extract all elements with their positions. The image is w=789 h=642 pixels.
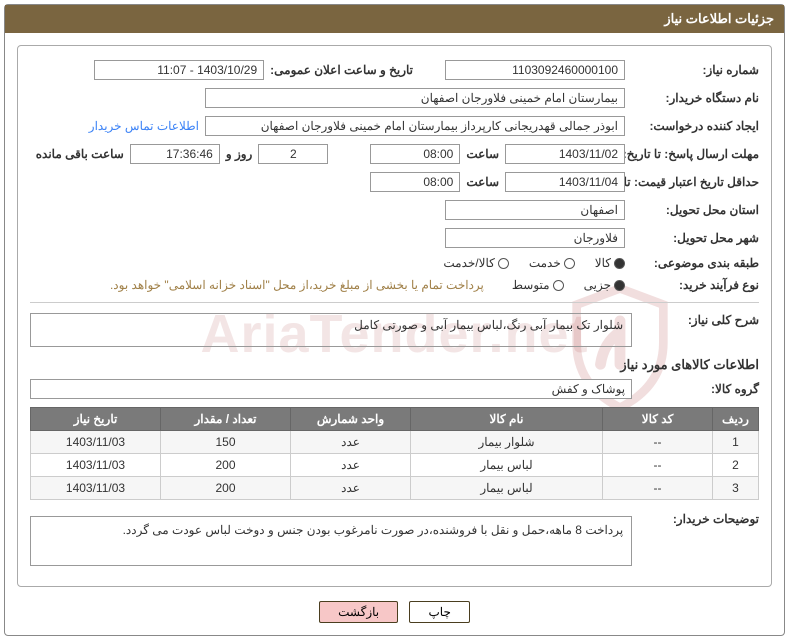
category-radio-group: کالا خدمت کالا/خدمت — [443, 256, 625, 270]
field-need-no: 1103092460000100 — [445, 60, 625, 80]
field-min-valid-date: 1403/11/04 — [505, 172, 625, 192]
table-cell: 1403/11/03 — [31, 431, 161, 454]
radio-dot-icon — [614, 280, 625, 291]
label-category: طبقه بندی موضوعی: — [631, 256, 759, 270]
table-cell: 1403/11/03 — [31, 454, 161, 477]
field-buyer-notes: پرداخت 8 ماهه،حمل و نقل با فروشنده،در صو… — [30, 516, 632, 566]
process-radio-option-label: متوسط — [512, 278, 550, 292]
radio-dot-icon — [614, 258, 625, 269]
items-section-title: اطلاعات کالاهای مورد نیاز — [30, 357, 759, 373]
table-cell: 1 — [713, 431, 759, 454]
label-province: استان محل تحویل: — [631, 203, 759, 217]
radio-dot-icon — [498, 258, 509, 269]
table-cell: شلوار بیمار — [411, 431, 603, 454]
label-city: شهر محل تحویل: — [631, 231, 759, 245]
label-buyer-notes: توضیحات خریدار: — [648, 512, 759, 526]
items-table-header: کد کالا — [603, 408, 713, 431]
label-process-type: نوع فرآیند خرید: — [631, 278, 759, 292]
label-need-no: شماره نیاز: — [631, 63, 759, 77]
radio-dot-icon — [553, 280, 564, 291]
field-announce-datetime: 1403/10/29 - 11:07 — [94, 60, 264, 80]
field-deadline-time: 08:00 — [370, 144, 460, 164]
table-cell: 1403/11/03 — [31, 477, 161, 500]
table-cell: 2 — [713, 454, 759, 477]
details-inner-panel: شماره نیاز: 1103092460000100 تاریخ و ساع… — [17, 45, 772, 587]
label-hour-1: ساعت — [466, 147, 499, 161]
table-cell: 200 — [161, 477, 291, 500]
field-city: فلاورجان — [445, 228, 625, 248]
label-goods-group: گروه کالا: — [648, 382, 759, 396]
items-table-header: ردیف — [713, 408, 759, 431]
table-row: 2--لباس بیمارعدد2001403/11/03 — [31, 454, 759, 477]
table-cell: لباس بیمار — [411, 477, 603, 500]
category-radio-option[interactable]: کالا — [595, 256, 625, 270]
field-remaining-days: 2 — [258, 144, 328, 164]
items-table: ردیفکد کالانام کالاواحد شمارشتعداد / مقد… — [30, 407, 759, 500]
table-cell: -- — [603, 477, 713, 500]
table-row: 1--شلوار بیمارعدد1501403/11/03 — [31, 431, 759, 454]
table-row: 3--لباس بیمارعدد2001403/11/03 — [31, 477, 759, 500]
label-deadline: مهلت ارسال پاسخ: تا تاریخ: — [631, 147, 759, 161]
print-button[interactable]: چاپ — [409, 601, 469, 623]
panel-title: جزئیات اطلاعات نیاز — [5, 5, 784, 33]
label-general-desc: شرح کلی نیاز: — [648, 313, 759, 327]
table-cell: عدد — [291, 454, 411, 477]
need-details-panel: جزئیات اطلاعات نیاز AriaTender.net شماره… — [4, 4, 785, 636]
process-radio-option[interactable]: متوسط — [512, 278, 564, 292]
field-buyer-org: بیمارستان امام خمینی فلاورجان اصفهان — [205, 88, 625, 108]
table-cell: عدد — [291, 431, 411, 454]
process-radio-option-label: جزیی — [584, 278, 611, 292]
field-min-valid-time: 08:00 — [370, 172, 460, 192]
label-announce-datetime: تاریخ و ساعت اعلان عمومی: — [270, 63, 413, 77]
items-table-header: واحد شمارش — [291, 408, 411, 431]
category-radio-option-label: کالا — [595, 256, 611, 270]
table-cell: 200 — [161, 454, 291, 477]
table-cell: 3 — [713, 477, 759, 500]
category-radio-option[interactable]: کالا/خدمت — [443, 256, 508, 270]
payment-note: پرداخت تمام یا بخشی از مبلغ خرید،از محل … — [110, 278, 484, 292]
back-button[interactable]: بازگشت — [319, 601, 398, 623]
label-requester: ایجاد کننده درخواست: — [631, 119, 759, 133]
table-cell: عدد — [291, 477, 411, 500]
label-buyer-org: نام دستگاه خریدار: — [631, 91, 759, 105]
field-goods-group: پوشاک و کفش — [30, 379, 632, 399]
items-table-header: نام کالا — [411, 408, 603, 431]
radio-dot-icon — [564, 258, 575, 269]
buyer-contact-link[interactable]: اطلاعات تماس خریدار — [89, 119, 199, 133]
items-table-header: تاریخ نیاز — [31, 408, 161, 431]
table-cell: -- — [603, 454, 713, 477]
field-province: اصفهان — [445, 200, 625, 220]
label-days-and: روز و — [226, 147, 253, 161]
process-radio-group: جزیی متوسط — [512, 278, 625, 292]
label-hour-2: ساعت — [466, 175, 499, 189]
category-radio-option[interactable]: خدمت — [529, 256, 575, 270]
table-cell: -- — [603, 431, 713, 454]
table-cell: لباس بیمار — [411, 454, 603, 477]
category-radio-option-label: کالا/خدمت — [443, 256, 494, 270]
label-min-valid: حداقل تاریخ اعتبار قیمت: تا تاریخ: — [631, 175, 759, 189]
table-cell: 150 — [161, 431, 291, 454]
items-table-header: تعداد / مقدار — [161, 408, 291, 431]
category-radio-option-label: خدمت — [529, 256, 561, 270]
process-radio-option[interactable]: جزیی — [584, 278, 625, 292]
field-general-desc: شلوار تک بیمار آبی رنگ،لباس بیمار آبی و … — [30, 313, 632, 347]
field-requester: ابوذر جمالی قهدریجانی کارپرداز بیمارستان… — [205, 116, 625, 136]
field-remaining-time: 17:36:46 — [130, 144, 220, 164]
label-remaining: ساعت باقی مانده — [36, 147, 124, 161]
field-deadline-date: 1403/11/02 — [505, 144, 625, 164]
